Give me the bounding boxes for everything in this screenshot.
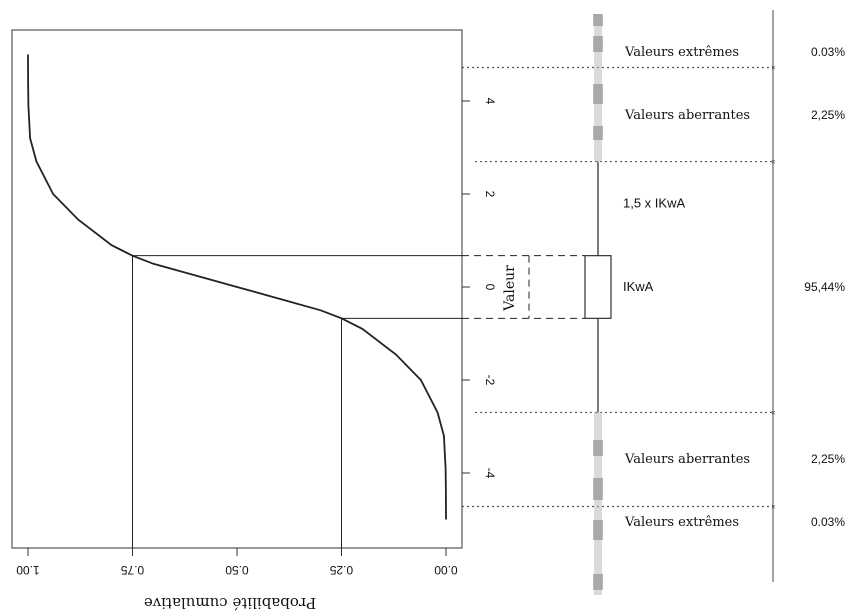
plot-frame — [11, 29, 463, 549]
zone-percentage: 95,44% — [804, 280, 845, 294]
density-mark — [593, 36, 603, 52]
x-tick-label: 1.00 — [16, 563, 40, 577]
density-mark — [593, 574, 603, 590]
density-mark — [593, 440, 603, 456]
y-tick-label: 2 — [483, 191, 497, 198]
density-mark — [593, 520, 603, 540]
density-mark — [593, 14, 603, 26]
zone-label: IKwA — [623, 279, 654, 294]
x-axis-label: Probabilité cumulative — [144, 594, 316, 612]
y-tick-label: -2 — [483, 375, 497, 386]
zone-label: Valeurs extrêmes — [624, 515, 739, 530]
y-axis-label: Valeur — [502, 265, 518, 312]
density-mark — [593, 478, 603, 500]
zone-percentage: 2,25% — [811, 108, 845, 122]
lower-outlier-band — [594, 412, 602, 595]
iqr-box — [584, 255, 612, 319]
density-mark — [593, 126, 603, 140]
x-tick-label: 0.50 — [225, 563, 249, 577]
y-tick-label: 4 — [483, 98, 497, 105]
zone-percentage: 0.03% — [811, 515, 845, 529]
zone-percentage: 0.03% — [811, 45, 845, 59]
x-tick-label: 0.75 — [120, 563, 144, 577]
density-mark — [593, 84, 603, 104]
zone-label: Valeurs aberrantes — [624, 108, 750, 123]
zone-label: 1,5 x IKwA — [623, 195, 685, 210]
y-tick-label: -4 — [483, 468, 497, 479]
x-tick-label: 0.25 — [329, 563, 353, 577]
x-tick-label: 0.00 — [434, 563, 458, 577]
cumulative-curve — [27, 54, 447, 520]
zone-label: Valeurs aberrantes — [624, 452, 750, 467]
y-tick-label: 0 — [483, 284, 497, 291]
zone-percentage: 2,25% — [811, 452, 845, 466]
zone-label: Valeurs extrêmes — [624, 45, 739, 60]
